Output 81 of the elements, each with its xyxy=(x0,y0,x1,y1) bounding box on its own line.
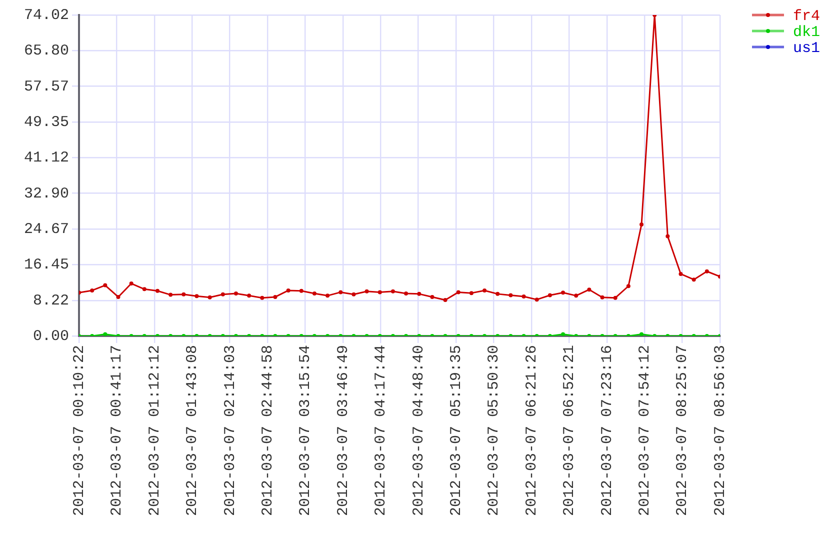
point xyxy=(482,288,487,292)
point xyxy=(103,332,108,336)
x-tick-label: 2012-03-07 03:15:54 xyxy=(297,345,314,516)
point xyxy=(364,289,369,294)
point xyxy=(142,287,146,292)
point xyxy=(182,292,186,296)
x-tick-label: 2012-03-07 00:10:22 xyxy=(70,345,88,516)
point xyxy=(234,292,238,296)
point xyxy=(103,283,108,288)
y-tick-label: 74.02 xyxy=(24,6,69,24)
point xyxy=(116,294,120,299)
y-tick-label: 65.80 xyxy=(24,42,69,60)
x-tick-label: 2012-03-07 01:12:12 xyxy=(146,345,164,516)
point xyxy=(430,294,434,299)
x-tick-label: 2012-03-07 04:48:40 xyxy=(410,345,428,516)
x-tick-label: 2012-03-07 05:50:30 xyxy=(486,345,503,516)
point xyxy=(194,294,199,298)
x-tick-label: 2012-03-07 06:52:21 xyxy=(561,345,578,516)
point xyxy=(299,288,304,293)
point xyxy=(260,296,264,300)
point xyxy=(338,290,343,294)
point xyxy=(678,272,683,276)
y-tick-label: 41.12 xyxy=(24,150,69,167)
y-tick-label: 49.35 xyxy=(24,114,69,131)
point xyxy=(600,295,604,300)
point xyxy=(273,294,278,299)
point xyxy=(613,296,618,300)
x-tick-label: 2012-03-07 01:43:08 xyxy=(184,345,202,516)
point xyxy=(587,288,592,292)
point xyxy=(496,292,500,296)
point xyxy=(508,293,513,298)
point xyxy=(704,269,709,274)
point xyxy=(378,290,382,294)
x-tick-label: 2012-03-07 04:17:44 xyxy=(372,345,390,516)
point xyxy=(456,290,460,294)
point xyxy=(640,332,644,336)
point xyxy=(129,282,134,286)
point xyxy=(561,332,566,336)
x-tick-label: 2012-03-07 08:56:03 xyxy=(712,345,729,516)
y-tick-label: 8.22 xyxy=(32,292,69,310)
x-tick-label: 2012-03-07 07:23:16 xyxy=(598,345,616,516)
point xyxy=(326,294,330,298)
point xyxy=(640,222,644,227)
point xyxy=(469,291,474,296)
point xyxy=(247,294,252,298)
point xyxy=(286,288,290,292)
x-tick-label: 2012-03-07 03:46:49 xyxy=(334,345,352,516)
legend-label: us1 xyxy=(793,40,820,57)
point xyxy=(90,288,94,292)
y-tick-label: 32.90 xyxy=(24,185,69,202)
y-tick-label: 57.57 xyxy=(24,78,69,96)
y-tick-label: 24.67 xyxy=(24,220,69,238)
point xyxy=(443,298,448,302)
point xyxy=(155,288,160,293)
point xyxy=(522,294,526,299)
x-tick-label: 2012-03-07 00:41:17 xyxy=(108,345,126,516)
point xyxy=(168,292,173,297)
point xyxy=(692,278,696,282)
legend-label: fr4 xyxy=(793,8,820,25)
point xyxy=(312,292,316,296)
point xyxy=(404,292,408,296)
y-tick-label: 16.45 xyxy=(24,256,69,274)
point xyxy=(561,290,566,295)
legend-label: dk1 xyxy=(793,24,820,41)
point xyxy=(352,292,356,296)
point xyxy=(574,294,578,298)
point xyxy=(208,295,212,300)
x-tick-label: 2012-03-07 05:19:35 xyxy=(448,345,466,516)
point xyxy=(548,293,552,298)
point xyxy=(534,298,539,302)
point xyxy=(666,234,670,238)
x-tick-label: 2012-03-07 06:21:26 xyxy=(523,345,540,516)
point xyxy=(390,289,395,294)
x-tick-label: 2012-03-07 08:25:07 xyxy=(674,345,692,516)
point xyxy=(417,292,422,296)
point xyxy=(220,292,225,296)
x-tick-label: 2012-03-07 02:14:03 xyxy=(222,345,239,516)
x-tick-label: 2012-03-07 07:54:12 xyxy=(636,345,654,516)
y-tick-label: 0.00 xyxy=(32,328,69,345)
x-tick-label: 2012-03-07 02:44:58 xyxy=(259,345,276,516)
point xyxy=(626,284,630,288)
